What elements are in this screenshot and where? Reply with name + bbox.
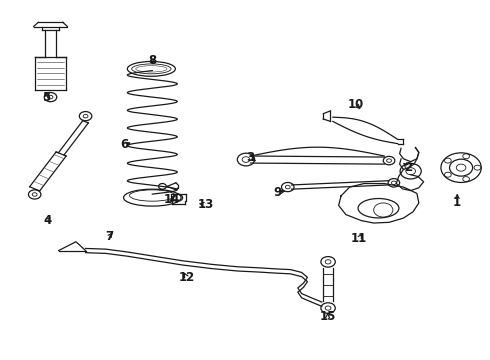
Text: 6: 6 [120, 138, 128, 151]
Text: 7: 7 [105, 230, 114, 243]
Text: 15: 15 [319, 310, 336, 323]
Text: 4: 4 [43, 214, 51, 227]
Text: 11: 11 [351, 232, 368, 245]
Text: 10: 10 [347, 98, 364, 111]
Text: 3: 3 [246, 150, 254, 163]
Text: 1: 1 [453, 197, 461, 210]
Text: 9: 9 [273, 186, 281, 199]
Text: 5: 5 [42, 91, 50, 104]
Text: 8: 8 [148, 54, 157, 67]
Text: 2: 2 [404, 161, 412, 174]
Text: 12: 12 [178, 270, 195, 284]
Text: 14: 14 [164, 193, 180, 206]
Text: 13: 13 [197, 198, 214, 211]
